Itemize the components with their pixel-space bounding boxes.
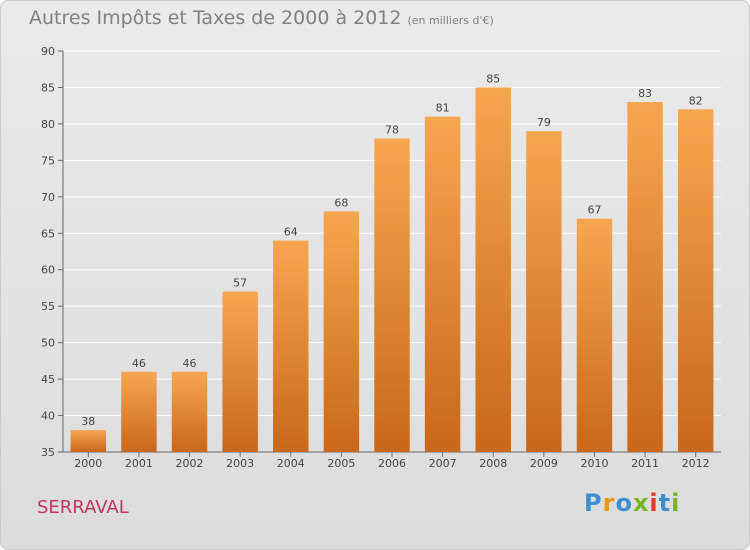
y-tick-label: 70 <box>41 191 55 204</box>
bar-value-label: 46 <box>132 357 146 370</box>
x-tick-label: 2008 <box>479 457 507 470</box>
bar-value-label: 79 <box>537 116 551 129</box>
logo-letter: P <box>584 489 603 517</box>
bar-value-label: 57 <box>233 277 247 290</box>
bar <box>576 218 613 452</box>
logo-letter: t <box>658 489 672 517</box>
bar <box>323 211 360 452</box>
bar-value-label: 68 <box>334 196 348 209</box>
bar <box>627 102 663 452</box>
chart-title: Autres Impôts et Taxes de 2000 à 2012 <box>29 7 402 29</box>
bar-value-label: 78 <box>385 123 399 136</box>
bar <box>677 109 714 452</box>
y-tick-label: 60 <box>41 264 55 277</box>
x-tick-label: 2000 <box>74 457 102 470</box>
bar-value-label: 38 <box>81 415 95 428</box>
labels: 38 46 46 57 64 68 78 81 85 79 67 83 82 <box>81 72 702 428</box>
logo-letter: r <box>602 489 616 517</box>
x-tick-label: 2002 <box>176 457 204 470</box>
bar <box>70 430 107 452</box>
bar <box>222 291 258 452</box>
chart-title-block: Autres Impôts et Taxes de 2000 à 2012 (en… <box>29 7 494 29</box>
x-tick-label: 2005 <box>327 457 355 470</box>
bar-value-label: 83 <box>638 87 652 100</box>
bar-value-label: 64 <box>284 226 298 239</box>
chart-subtitle: (en milliers d'€) <box>407 14 494 27</box>
bar <box>171 371 208 452</box>
bar-value-label: 67 <box>587 204 601 217</box>
y-tick-label: 40 <box>41 410 55 423</box>
x-tick-label: 2010 <box>580 457 608 470</box>
axes: 35 40 45 50 55 60 65 70 75 80 85 90 2000 2001 2002 2003… <box>41 45 721 470</box>
x-tick-label: 2004 <box>277 457 305 470</box>
y-tick-label: 80 <box>41 118 55 131</box>
y-tick-label: 55 <box>41 300 55 313</box>
logo-letter: o <box>615 489 633 517</box>
y-tick-label: 65 <box>41 227 55 240</box>
bar <box>475 87 511 453</box>
commune-name: SERRAVAL <box>37 497 129 518</box>
x-tick-label: 2009 <box>530 457 558 470</box>
x-tick-label: 2006 <box>378 457 406 470</box>
x-tick-label: 2012 <box>682 457 710 470</box>
bar <box>273 240 309 452</box>
bar <box>526 131 562 452</box>
y-tick-label: 75 <box>41 154 55 167</box>
y-tick-label: 85 <box>41 81 55 94</box>
bar-value-label: 85 <box>486 72 500 85</box>
bars <box>70 87 714 453</box>
bar-value-label: 82 <box>689 94 703 107</box>
x-tick-label: 2011 <box>631 457 659 470</box>
bar <box>374 138 410 452</box>
y-tick-label: 50 <box>41 337 55 350</box>
logo-letter: i <box>671 489 681 517</box>
y-tick-label: 90 <box>41 45 55 58</box>
y-tick-label: 45 <box>41 373 55 386</box>
x-tick-label: 2007 <box>429 457 457 470</box>
bar-value-label: 46 <box>183 357 197 370</box>
bar-value-label: 81 <box>436 102 450 115</box>
proxiti-logo[interactable]: Proxiti <box>584 489 680 517</box>
bar <box>424 116 461 453</box>
bar <box>121 371 157 452</box>
y-tick-label: 35 <box>41 446 55 459</box>
logo-letter: i <box>649 489 659 517</box>
logo-letter: x <box>632 489 650 517</box>
x-tick-label: 2003 <box>226 457 254 470</box>
x-tick-label: 2001 <box>125 457 153 470</box>
